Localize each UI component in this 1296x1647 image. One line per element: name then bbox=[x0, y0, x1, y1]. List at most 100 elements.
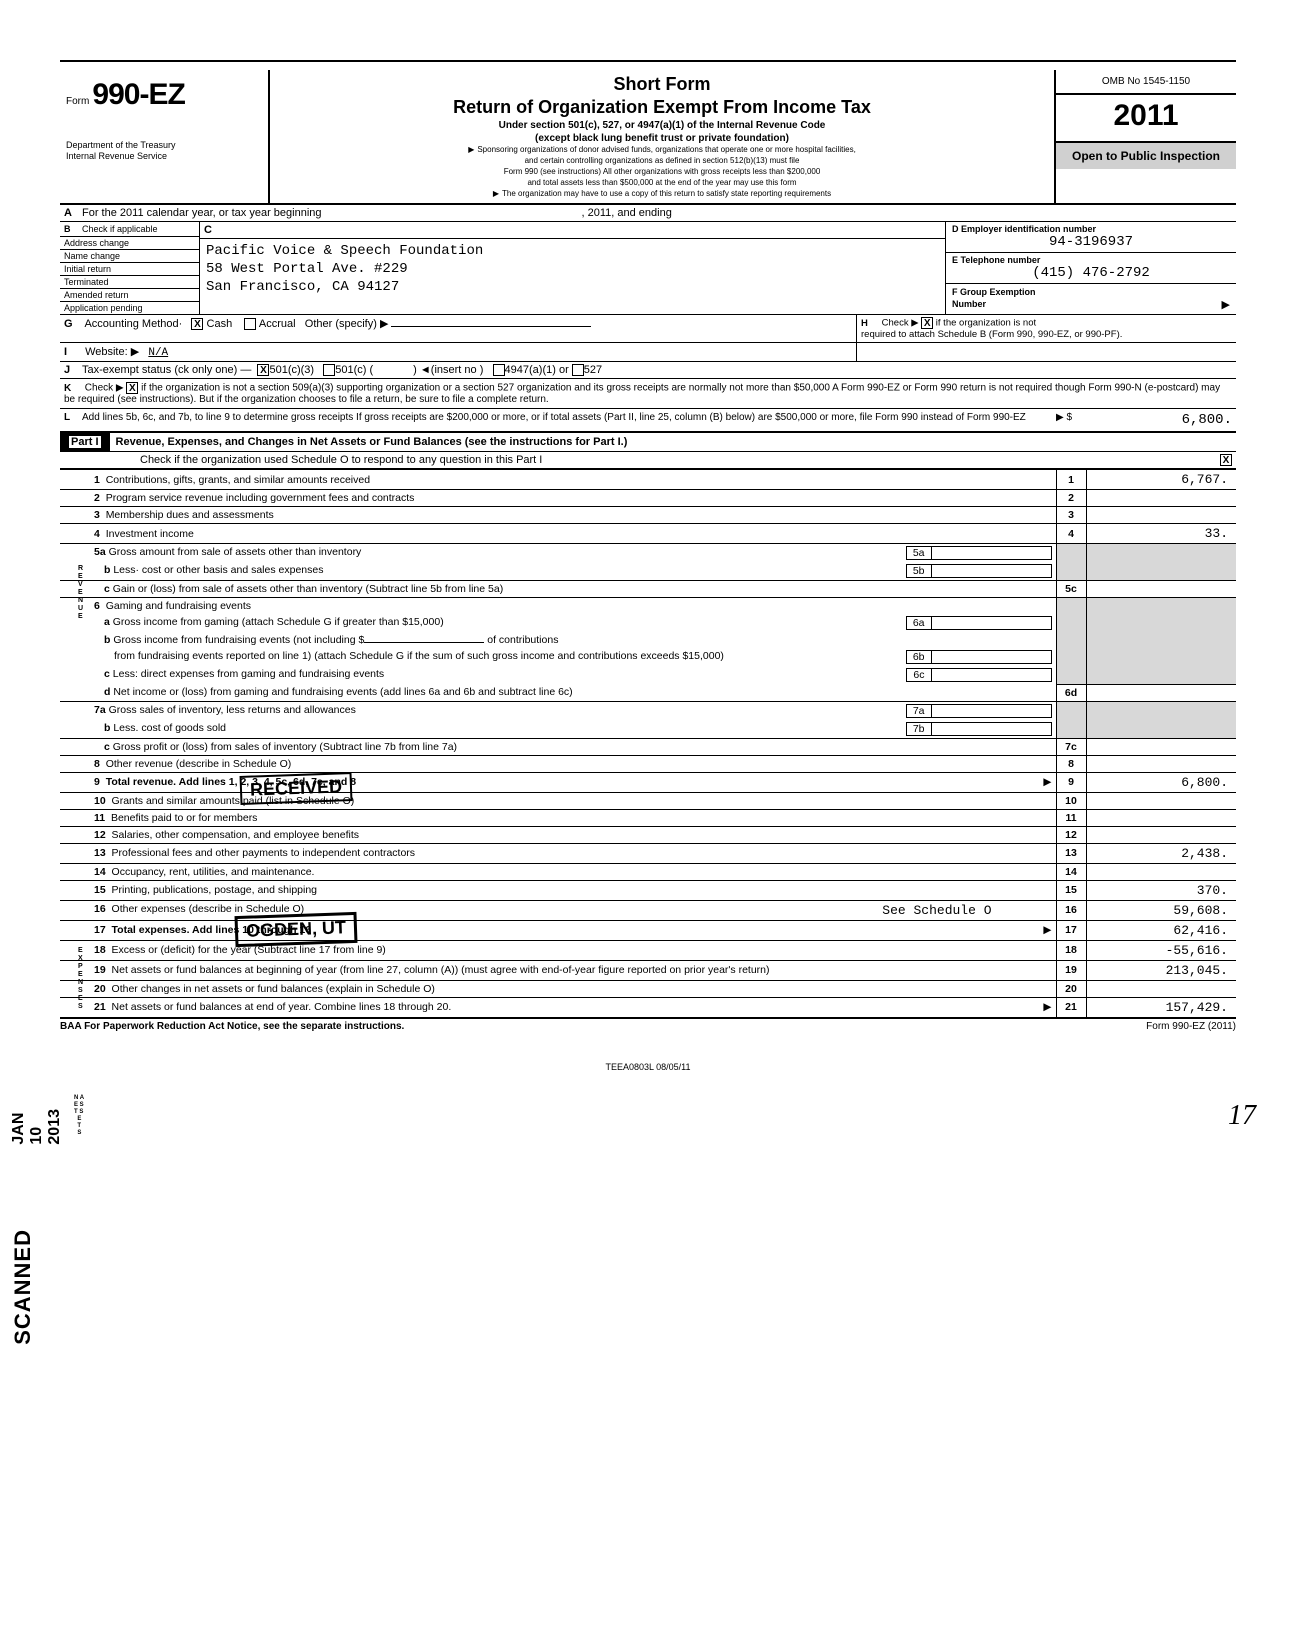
chk-address-change[interactable]: Address change bbox=[60, 237, 199, 250]
F-label2: Number bbox=[952, 299, 986, 309]
J-527: 527 bbox=[584, 364, 602, 376]
subtitle-1b: (except black lung benefit trust or priv… bbox=[278, 133, 1046, 144]
line-K: K Check ▶ X if the organization is not a… bbox=[60, 379, 1236, 409]
B-header: Check if applicable bbox=[82, 224, 158, 234]
line-J: J Tax-exempt status (ck only one) — X 50… bbox=[60, 362, 1236, 379]
l21-arrow: ▶ bbox=[1043, 1001, 1051, 1013]
subtitle-3: The organization may have to use a copy … bbox=[278, 189, 1046, 199]
line-A: A For the 2011 calendar year, or tax yea… bbox=[60, 205, 1236, 222]
l5b-box: 5b bbox=[906, 564, 932, 578]
org-name: Pacific Voice & Speech Foundation bbox=[206, 242, 939, 260]
l5a-box: 5a bbox=[906, 546, 932, 560]
org-city: San Francisco, CA 94127 bbox=[206, 278, 939, 296]
revenue-side-label: REVENUE bbox=[78, 565, 83, 621]
D-label: D Employer identification number bbox=[952, 224, 1230, 234]
l7b-box: 7b bbox=[906, 722, 932, 736]
l7c-text: Gross profit or (loss) from sales of inv… bbox=[113, 741, 457, 753]
subtitle-2d: and total assets less than $500,000 at t… bbox=[278, 178, 1046, 188]
org-address: 58 West Portal Ave. #229 bbox=[206, 260, 939, 278]
l12-text: Salaries, other compensation, and employ… bbox=[112, 829, 359, 841]
l15-text: Printing, publications, postage, and shi… bbox=[112, 884, 317, 896]
l6a-text: Gross income from gaming (attach Schedul… bbox=[113, 616, 444, 628]
part1-header: Part I Revenue, Expenses, and Changes in… bbox=[60, 432, 1236, 452]
l13-amt: 2,438. bbox=[1086, 843, 1236, 863]
l6c-text: Less: direct expenses from gaming and fu… bbox=[113, 668, 384, 680]
dept-treasury: Department of the Treasury bbox=[66, 140, 262, 151]
subtitle-2b: and certain controlling organizations as… bbox=[278, 156, 1046, 166]
L-text: Add lines 5b, 6c, and 7b, to line 9 to d… bbox=[82, 412, 1032, 428]
I-label: Website: ▶ bbox=[85, 346, 139, 358]
H-text3: required to attach Schedule B (Form 990,… bbox=[861, 329, 1122, 340]
chk-name-change[interactable]: Name change bbox=[60, 250, 199, 263]
part1-title: Revenue, Expenses, and Changes in Net As… bbox=[116, 434, 1236, 450]
chk-4947[interactable] bbox=[493, 364, 505, 376]
line-I: I Website: ▶ N/A bbox=[60, 343, 856, 361]
K-text: if the organization is not a section 509… bbox=[64, 383, 1220, 405]
G-other: Other (specify) ▶ bbox=[305, 318, 389, 330]
l11-amt bbox=[1086, 809, 1236, 826]
l3-amt bbox=[1086, 507, 1236, 524]
chk-amended-return[interactable]: Amended return bbox=[60, 289, 199, 302]
l10-amt bbox=[1086, 792, 1236, 809]
l1-amt: 6,767. bbox=[1086, 470, 1236, 490]
l18-amt: -55,616. bbox=[1086, 940, 1236, 960]
G-label: Accounting Method· bbox=[84, 318, 182, 330]
l7a-box: 7a bbox=[906, 704, 932, 718]
l1-text: Contributions, gifts, grants, and simila… bbox=[106, 474, 370, 486]
chk-501c[interactable] bbox=[323, 364, 335, 376]
l8-text: Other revenue (describe in Schedule O) bbox=[106, 758, 292, 770]
l21-text: Net assets or fund balances at end of ye… bbox=[112, 1001, 452, 1013]
section-B: BCheck if applicable Address change Name… bbox=[60, 222, 200, 314]
return-title: Return of Organization Exempt From Incom… bbox=[278, 97, 1046, 118]
chk-527[interactable] bbox=[572, 364, 584, 376]
chk-application-pending[interactable]: Application pending bbox=[60, 302, 199, 314]
subtitle-1: Under section 501(c), 527, or 4947(a)(1)… bbox=[278, 120, 1046, 131]
ein-value: 94-3196937 bbox=[952, 234, 1230, 250]
scanned-stamp: SCANNED bbox=[10, 1229, 36, 1345]
tax-year: 2011 bbox=[1056, 95, 1236, 143]
line-A-text: For the 2011 calendar year, or tax year … bbox=[82, 207, 322, 219]
section-E: E Telephone number (415) 476-2792 bbox=[946, 253, 1236, 284]
chk-initial-return[interactable]: Initial return bbox=[60, 263, 199, 276]
open-inspection: Open to Public Inspection bbox=[1056, 143, 1236, 169]
chk-part1-schedO[interactable]: X bbox=[1220, 454, 1232, 466]
l4-amt: 33. bbox=[1086, 524, 1236, 544]
l6a-box: 6a bbox=[906, 616, 932, 630]
K-label: Check ▶ bbox=[85, 383, 124, 394]
chk-accrual[interactable] bbox=[244, 318, 256, 330]
F-label: F Group Exemption bbox=[952, 287, 1036, 297]
l6b-box: 6b bbox=[906, 650, 932, 664]
J-501c: 501(c) ( bbox=[335, 364, 373, 376]
l21-amt: 157,429. bbox=[1086, 997, 1236, 1018]
L-arrow: ▶ $ bbox=[1032, 412, 1072, 428]
section-D: D Employer identification number 94-3196… bbox=[946, 222, 1236, 253]
chk-terminated[interactable]: Terminated bbox=[60, 276, 199, 289]
l14-text: Occupancy, rent, utilities, and maintena… bbox=[112, 866, 315, 878]
chk-cash[interactable]: X bbox=[191, 318, 203, 330]
C-label: C bbox=[200, 222, 945, 239]
J-501c3: 501(c)(3) bbox=[269, 364, 314, 376]
l20-text: Other changes in net assets or fund bala… bbox=[112, 983, 435, 995]
line-G: G Accounting Method· X Cash Accrual Othe… bbox=[60, 315, 856, 342]
expenses-side-label: EXPENSES bbox=[78, 947, 83, 1011]
l6b1-text2: of contributions bbox=[487, 634, 558, 646]
l19-amt: 213,045. bbox=[1086, 960, 1236, 980]
chk-H[interactable]: X bbox=[921, 317, 933, 329]
l5b-text: Less· cost or other basis and sales expe… bbox=[113, 564, 323, 576]
part1-label: Part I bbox=[69, 436, 101, 448]
l16-text: Other expenses (describe in Schedule O) bbox=[112, 903, 305, 915]
subtitle-2a: Sponsoring organizations of donor advise… bbox=[278, 145, 1046, 155]
l15-amt: 370. bbox=[1086, 880, 1236, 900]
F-arrow: ▶ bbox=[1222, 298, 1230, 311]
dept-irs: Internal Revenue Service bbox=[66, 151, 262, 162]
form-header: Form 990-EZ Department of the Treasury I… bbox=[60, 70, 1236, 205]
date-stamp: JAN 10 2013 bbox=[10, 1109, 64, 1145]
form-number: 990-EZ bbox=[92, 78, 184, 111]
l6b2-text: from fundraising events reported on line… bbox=[114, 650, 724, 662]
chk-501c3[interactable]: X bbox=[257, 364, 269, 376]
l6d-amt bbox=[1086, 684, 1236, 701]
footer-teea: TEEA0803L 08/05/11 bbox=[60, 1062, 1236, 1072]
chk-K[interactable]: X bbox=[126, 382, 138, 394]
section-C: C Pacific Voice & Speech Foundation 58 W… bbox=[200, 222, 946, 314]
G-accrual: Accrual bbox=[259, 318, 296, 330]
